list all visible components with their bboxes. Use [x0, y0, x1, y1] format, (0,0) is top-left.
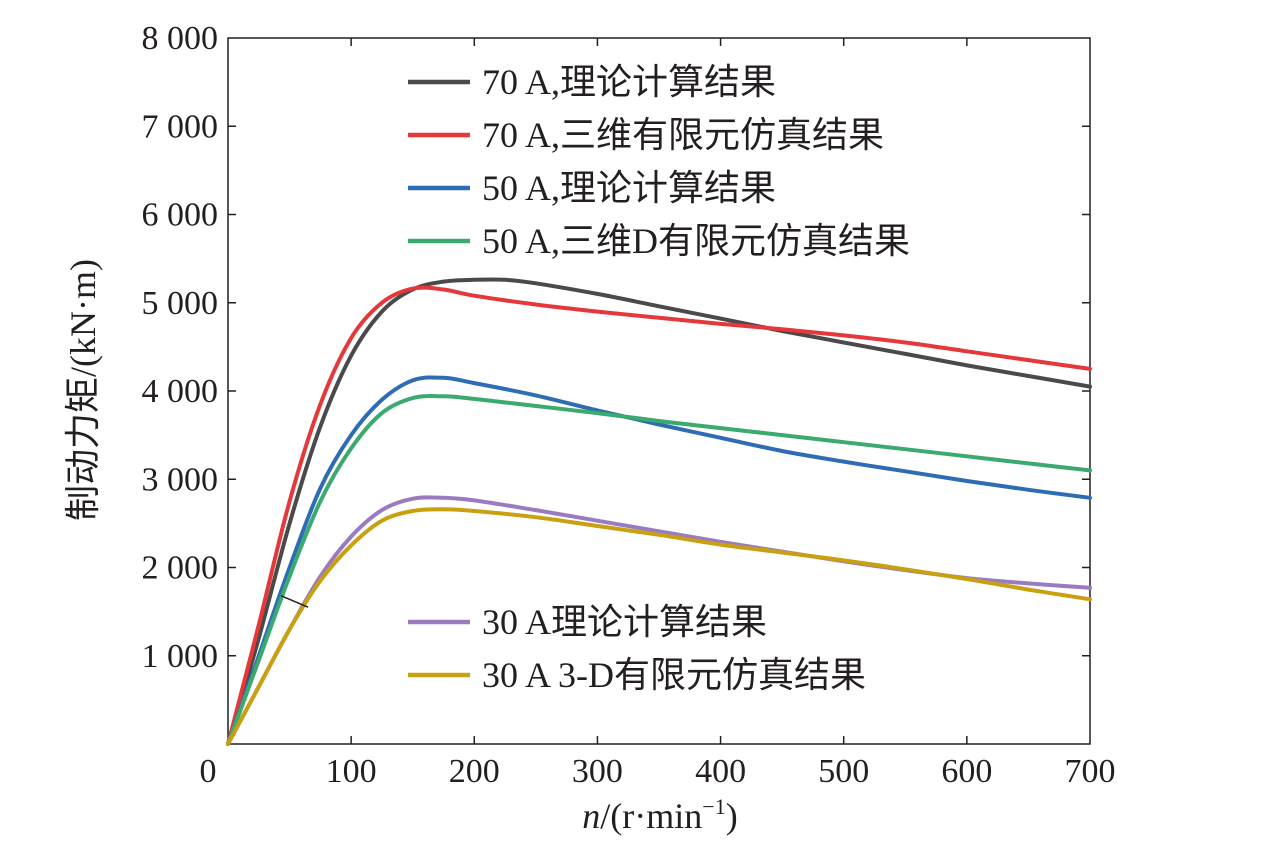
- x-axis-label-sup: −1: [702, 794, 725, 819]
- legend-label-3: 50 A,三维D有限元仿真结果: [482, 221, 910, 261]
- x-tick-label: 100: [326, 753, 377, 790]
- y-tick-label: 2 000: [142, 550, 219, 587]
- x-axis-label: n/(r·min−1): [582, 794, 737, 836]
- series-line-2: [226, 375, 1092, 746]
- series-layer: [226, 277, 1092, 746]
- legend-label-5: 30 A 3-D有限元仿真结果: [482, 655, 866, 695]
- series-line-1: [226, 285, 1092, 746]
- legend: 70 A,理论计算结果 70 A,三维有限元仿真结果 50 A,理论计算结果 50 A…: [408, 62, 910, 695]
- y-tick-label: 4 000: [142, 373, 219, 410]
- legend-label-0: 70 A,理论计算结果: [482, 62, 776, 102]
- series-line-5: [226, 507, 1092, 746]
- legend-label-2: 50 A,理论计算结果: [482, 168, 776, 208]
- x-tick-label: 0: [200, 753, 217, 790]
- x-tick-label: 400: [695, 753, 746, 790]
- x-axis-label-close: ): [726, 796, 738, 836]
- series-line-3: [226, 394, 1092, 746]
- y-tick-label: 8 000: [142, 20, 219, 57]
- axis-labels: n/(r·min−1) 制动力矩/(kN·m): [63, 259, 738, 836]
- y-tick-label: 5 000: [142, 285, 219, 322]
- y-axis-label: 制动力矩/(kN·m): [63, 259, 103, 521]
- x-tick-label: 700: [1065, 753, 1116, 790]
- y-tick-label: 7 000: [142, 108, 219, 145]
- x-axis-label-var: n: [582, 796, 600, 836]
- y-tick-label: 3 000: [142, 461, 219, 498]
- axes: 0 100 200 300 400 500 600 700 1 000 2 000 3 000 4 0…: [142, 20, 1116, 790]
- x-axis-label-unit: /(r·min: [600, 796, 702, 836]
- annotation-leader-line: [280, 595, 309, 608]
- x-tick-label: 300: [572, 753, 623, 790]
- x-tick-label: 600: [941, 753, 992, 790]
- legend-label-1: 70 A,三维有限元仿真结果: [482, 115, 884, 155]
- series-line-0: [226, 277, 1092, 746]
- x-tick-label: 200: [449, 753, 500, 790]
- y-tick-label: 6 000: [142, 197, 219, 234]
- legend-label-4: 30 A理论计算结果: [482, 602, 767, 642]
- y-tick-label: 1 000: [142, 638, 219, 675]
- x-tick-label: 500: [818, 753, 869, 790]
